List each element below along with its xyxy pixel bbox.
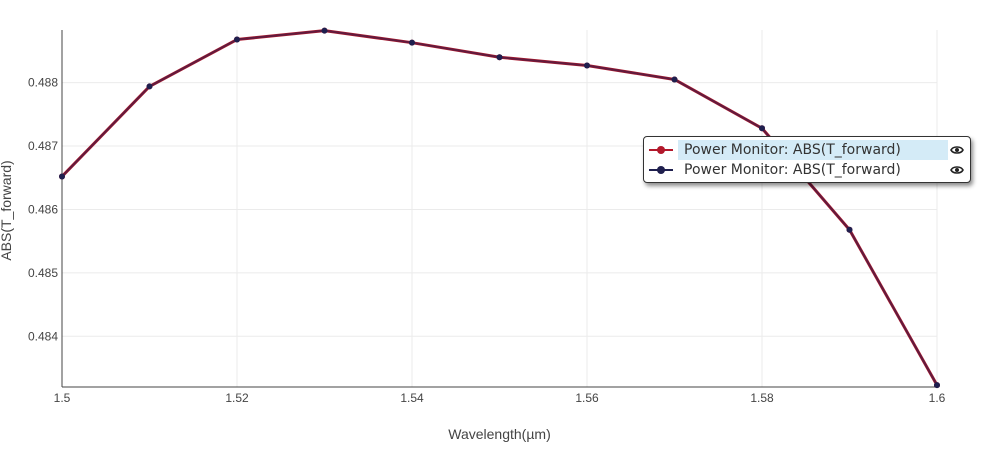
y-axis-title: ABS(T_forward) bbox=[0, 160, 14, 260]
x-tick-label-1: 1.52 bbox=[225, 391, 249, 405]
series-1-swatch bbox=[649, 146, 673, 154]
y-tick-label-0: 0.484 bbox=[28, 329, 58, 343]
series-2-point-1 bbox=[146, 83, 153, 90]
x-tick-label-0: 1.5 bbox=[54, 391, 71, 405]
series-2-point-8 bbox=[759, 125, 765, 132]
eye-icon[interactable] bbox=[950, 163, 964, 177]
x-tick-label-3: 1.56 bbox=[575, 391, 599, 405]
legend: Power Monitor: ABS(T_forward) Power Moni… bbox=[643, 136, 971, 183]
legend-label-series-1: Power Monitor: ABS(T_forward) bbox=[678, 140, 948, 160]
series-2-line bbox=[61, 29, 938, 386]
x-axis-title: Wavelength(µm) bbox=[448, 426, 550, 442]
series-2-point-6 bbox=[584, 62, 590, 69]
x-tick-label-5: 1.6 bbox=[929, 391, 946, 405]
series-2-point-0 bbox=[59, 173, 65, 180]
series-2-point-9 bbox=[846, 226, 853, 233]
legend-item-series-2[interactable]: Power Monitor: ABS(T_forward) bbox=[644, 160, 970, 180]
y-tick-label-2: 0.486 bbox=[28, 202, 58, 216]
grid-lines bbox=[61, 30, 938, 387]
series-2-swatch bbox=[649, 166, 673, 174]
series-layer bbox=[59, 27, 940, 389]
series-2-point-5 bbox=[496, 54, 503, 61]
y-tick-label-1: 0.485 bbox=[28, 266, 58, 280]
series-2-point-10 bbox=[934, 382, 940, 389]
series-1-line bbox=[60, 29, 939, 386]
series-2-point-2 bbox=[234, 36, 240, 43]
y-tick-label-4: 0.488 bbox=[28, 76, 58, 90]
x-tick-label-2: 1.54 bbox=[400, 391, 424, 405]
x-tick-labels: 1.5 1.52 1.54 1.56 1.58 1.6 bbox=[54, 391, 946, 405]
x-tick-label-4: 1.58 bbox=[750, 391, 774, 405]
series-2-point-3 bbox=[321, 27, 328, 34]
eye-icon[interactable] bbox=[950, 143, 964, 157]
y-tick-labels: 0.484 0.485 0.486 0.487 0.488 bbox=[28, 76, 58, 344]
series-2-point-7 bbox=[671, 76, 678, 83]
series-2-point-4 bbox=[409, 39, 415, 46]
y-tick-label-3: 0.487 bbox=[28, 139, 58, 153]
legend-label-series-2: Power Monitor: ABS(T_forward) bbox=[684, 162, 901, 178]
legend-item-series-1[interactable]: Power Monitor: ABS(T_forward) bbox=[644, 140, 970, 160]
